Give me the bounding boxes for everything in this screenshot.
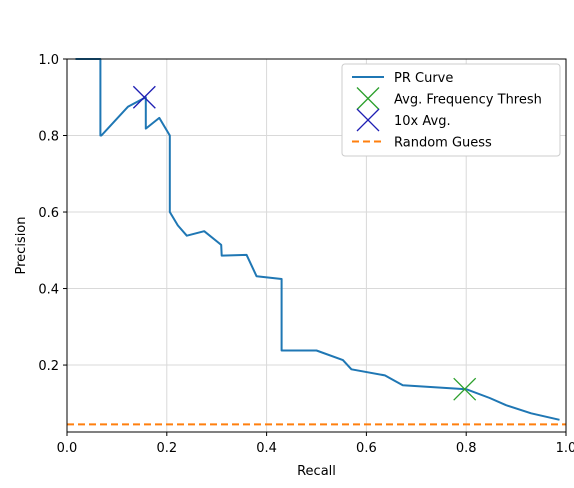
x-tick-label: 0.0 <box>57 441 78 456</box>
legend-label: 10x Avg. <box>394 114 451 129</box>
series-layer <box>67 58 566 426</box>
legend: PR Curve Avg. Frequency Thresh 10x Avg. Ran… <box>341 63 561 157</box>
ten-x-avg-marker <box>132 85 156 109</box>
x-marker-stroke <box>453 377 477 401</box>
x-tick-label: 1.0 <box>556 441 574 456</box>
avg-frequency-thresh-marker <box>453 377 477 401</box>
legend-x-swatch <box>356 108 380 132</box>
y-tick-label: 1.0 <box>38 53 59 68</box>
legend-x-swatch <box>356 87 380 110</box>
legend-label: Random Guess <box>394 136 492 151</box>
x-tick-label: 0.6 <box>356 441 377 456</box>
y-tick-label: 0.2 <box>38 359 59 374</box>
x-axis-label: Recall <box>297 464 336 479</box>
x-marker-stroke <box>356 87 380 110</box>
legend-label: Avg. Frequency Thresh <box>394 93 542 108</box>
x-marker-stroke <box>132 85 156 109</box>
y-tick-label: 0.6 <box>38 206 59 221</box>
y-tick-label: 0.4 <box>38 283 59 298</box>
plot-frame <box>66 58 567 433</box>
pr-curve-line <box>75 58 560 421</box>
legend-random-guess: Random Guess <box>352 136 492 151</box>
x-tick-label: 0.8 <box>456 441 477 456</box>
legend-label: PR Curve <box>394 71 453 86</box>
x-tick-label: 0.2 <box>156 441 177 456</box>
ticks: 0.0 0.2 0.4 0.6 0.8 1.0 0.2 0.4 0.6 0.8 1.0 <box>38 53 574 456</box>
x-marker-stroke <box>356 108 380 132</box>
legend-box <box>341 63 561 157</box>
y-tick-label: 0.8 <box>38 130 59 145</box>
legend-ten-x-avg: 10x Avg. <box>356 108 451 132</box>
x-tick-label: 0.4 <box>256 441 277 456</box>
legend-avg-frequency-thresh: Avg. Frequency Thresh <box>356 87 542 110</box>
legend-pr-curve: PR Curve <box>352 71 453 86</box>
y-axis-label: Precision <box>14 216 29 274</box>
